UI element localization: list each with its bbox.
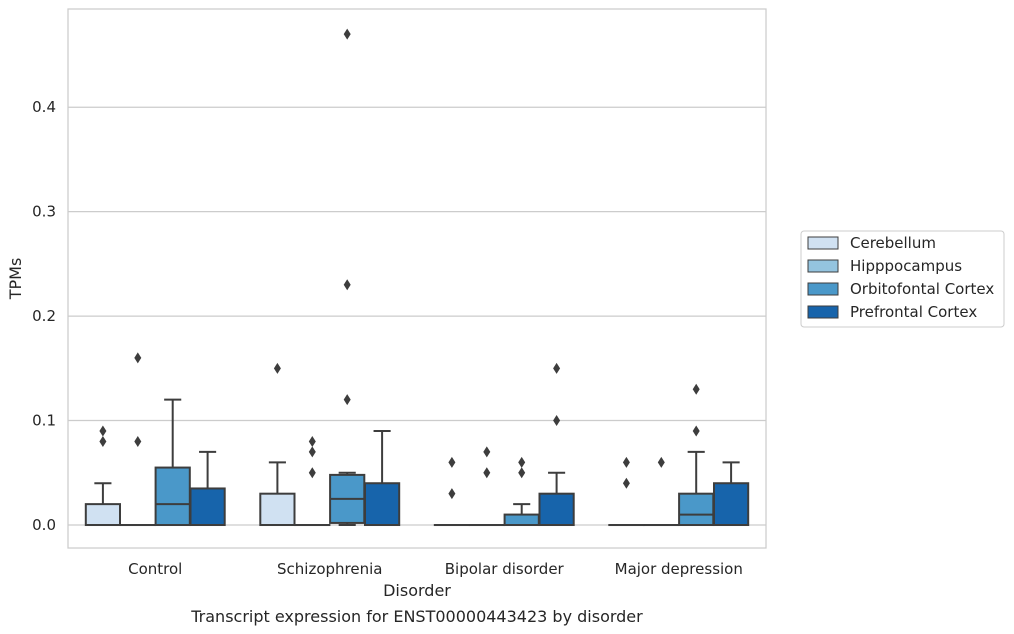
outlier-point bbox=[553, 362, 561, 374]
y-axis-label: TPMs bbox=[6, 258, 25, 301]
outlier-point bbox=[483, 446, 491, 458]
outlier-point bbox=[273, 362, 281, 374]
outlier-point bbox=[448, 488, 456, 500]
outlier-point bbox=[99, 435, 107, 447]
box-hipppocampus bbox=[468, 446, 505, 527]
box-prefrontal-cortex bbox=[189, 450, 226, 527]
x-axis-label: Disorder bbox=[383, 581, 451, 600]
box-orbitofontal-cortex bbox=[503, 456, 540, 527]
box bbox=[363, 482, 401, 527]
box-plots bbox=[84, 28, 750, 527]
y-tick-label: 0.1 bbox=[32, 412, 56, 430]
legend-label: Prefrontal Cortex bbox=[850, 303, 977, 321]
outlier-point bbox=[692, 425, 700, 437]
box-cerebellum bbox=[608, 456, 645, 527]
outlier-point bbox=[308, 467, 316, 479]
x-axis-ticks: Control Schizophrenia Bipolar disorder Majo… bbox=[128, 560, 743, 578]
box-cerebellum bbox=[84, 425, 122, 527]
y-tick-label: 0.0 bbox=[32, 516, 56, 534]
box-orbitofontal-cortex bbox=[329, 28, 366, 527]
box bbox=[189, 487, 226, 527]
box bbox=[503, 513, 540, 527]
outlier-point bbox=[518, 456, 526, 468]
outlier-point bbox=[99, 425, 107, 437]
outlier-point bbox=[657, 456, 665, 468]
legend-swatch bbox=[807, 236, 839, 250]
box-prefrontal-cortex bbox=[538, 362, 575, 527]
legend-label: Cerebellum bbox=[850, 234, 936, 252]
outlier-point bbox=[483, 467, 491, 479]
x-tick-label: Major depression bbox=[615, 560, 743, 578]
box bbox=[154, 466, 191, 527]
legend: Cerebellum Hipppocampus Orbitofontal Corte… bbox=[800, 230, 1005, 328]
outlier-point bbox=[134, 352, 142, 364]
outlier-point bbox=[518, 467, 526, 479]
legend-frame bbox=[800, 230, 1005, 328]
y-axis-ticks: 0.0 0.1 0.2 0.3 0.4 bbox=[32, 98, 56, 534]
chart-title: Transcript expression for ENST0000044342… bbox=[190, 607, 643, 626]
x-tick-label: Bipolar disorder bbox=[445, 560, 565, 578]
outlier-point bbox=[553, 415, 561, 427]
box-cerebellum bbox=[259, 362, 296, 527]
box-prefrontal-cortex bbox=[363, 430, 401, 527]
y-tick-label: 0.3 bbox=[32, 203, 56, 221]
box-hipppocampus bbox=[643, 456, 680, 527]
box-prefrontal-cortex bbox=[712, 461, 750, 527]
box-cerebellum bbox=[433, 456, 471, 527]
box bbox=[538, 492, 575, 527]
y-tick-label: 0.2 bbox=[32, 307, 56, 325]
outlier-point bbox=[308, 446, 316, 458]
legend-label: Hipppocampus bbox=[850, 257, 962, 275]
outlier-point bbox=[692, 383, 700, 395]
box bbox=[84, 503, 122, 527]
outlier-point bbox=[343, 279, 351, 291]
plot-frame bbox=[67, 8, 767, 549]
box-orbitofontal-cortex bbox=[154, 398, 191, 527]
legend-label: Orbitofontal Cortex bbox=[850, 280, 994, 298]
outlier-point bbox=[343, 28, 351, 40]
x-tick-label: Control bbox=[128, 560, 182, 578]
box bbox=[259, 492, 296, 527]
legend-swatch bbox=[807, 259, 839, 273]
x-tick-label: Schizophrenia bbox=[277, 560, 382, 578]
outlier-point bbox=[622, 456, 630, 468]
legend-swatch bbox=[807, 282, 839, 296]
box-hipppocampus bbox=[294, 435, 331, 527]
box bbox=[712, 482, 750, 527]
outlier-point bbox=[308, 435, 316, 447]
outlier-point bbox=[448, 456, 456, 468]
legend-swatch bbox=[807, 305, 839, 319]
box bbox=[678, 492, 715, 527]
y-tick-label: 0.4 bbox=[32, 98, 56, 116]
outlier-point bbox=[343, 394, 351, 406]
box-hipppocampus bbox=[119, 352, 156, 527]
outlier-point bbox=[622, 477, 630, 489]
box-orbitofontal-cortex bbox=[678, 383, 715, 527]
outlier-point bbox=[134, 435, 142, 447]
